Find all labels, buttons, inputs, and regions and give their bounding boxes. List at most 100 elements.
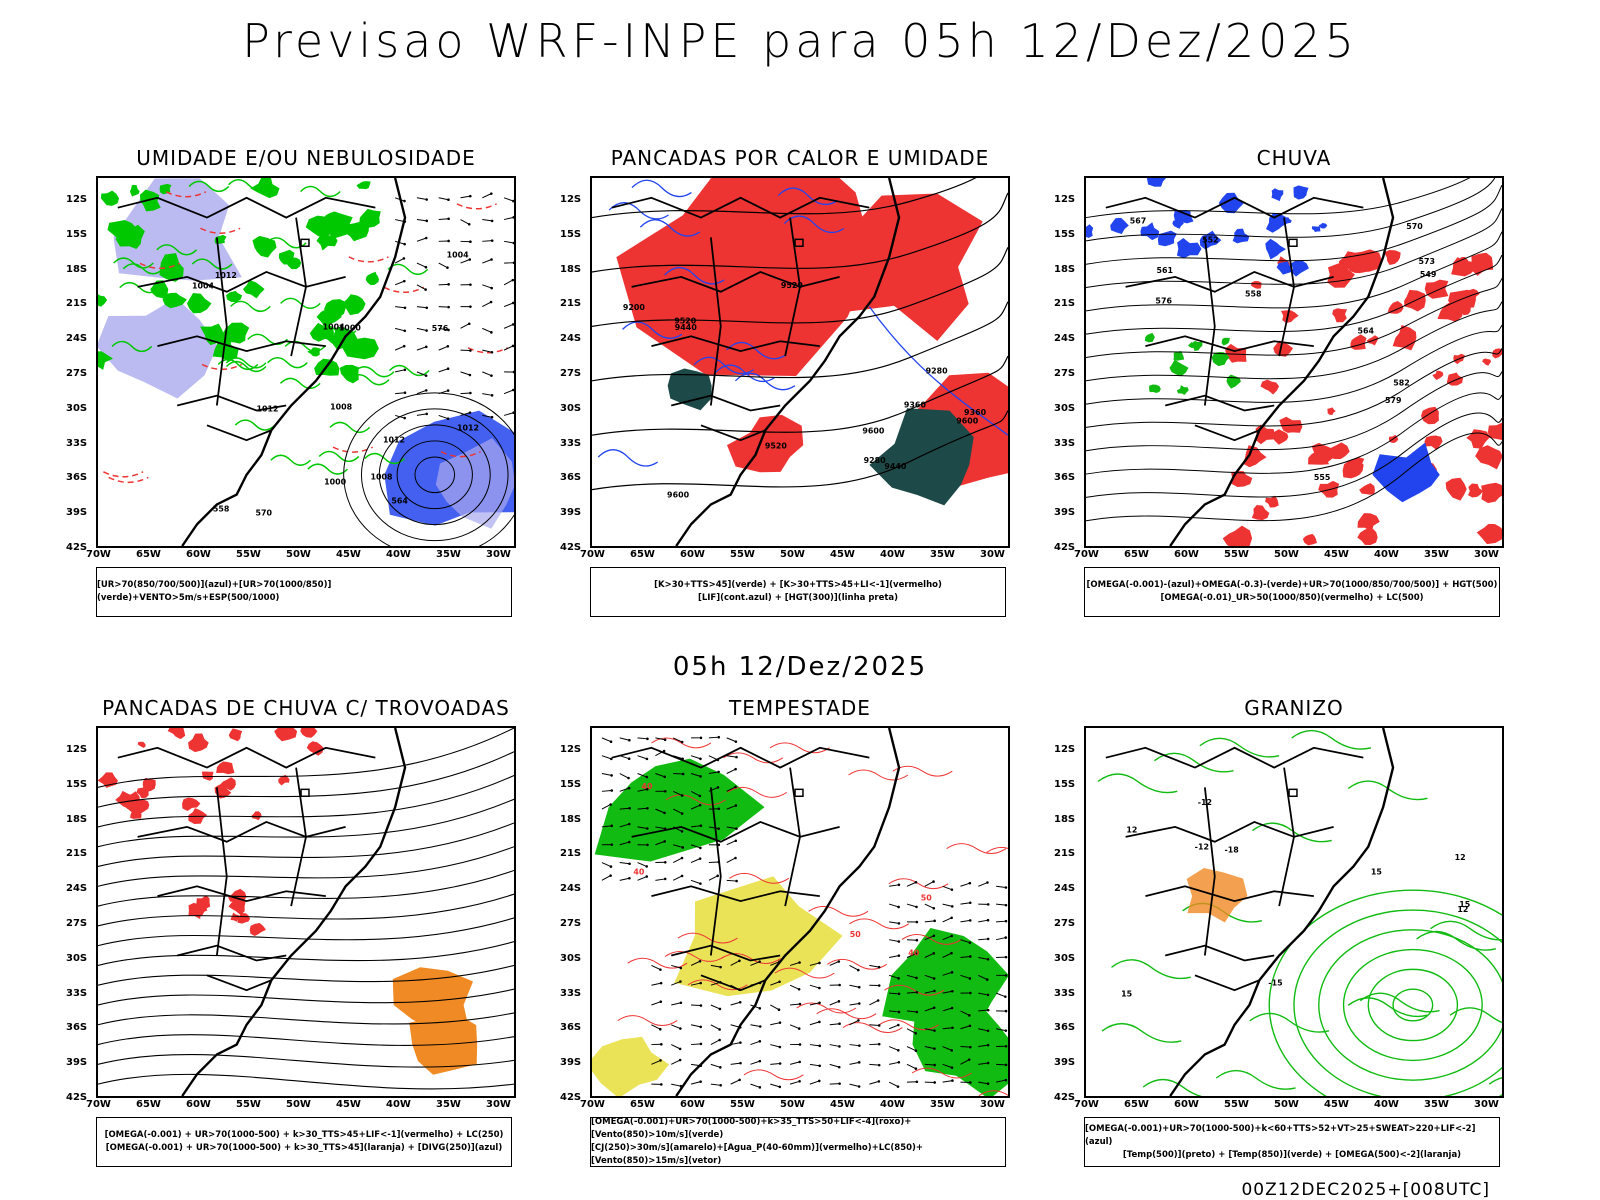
wind-vector [770, 981, 780, 986]
water-contour [888, 878, 949, 890]
humidity-area-green [107, 220, 139, 240]
map-svg: 582 576 570 567 564 561 558 555 552 549 573 579 [1086, 178, 1502, 546]
temperature-850-contour [1097, 773, 1178, 794]
temperature-850-contour [1367, 968, 1459, 1042]
wind-vector-head [838, 983, 841, 987]
wind-vector-head [490, 192, 493, 195]
rain-blue [1290, 260, 1309, 277]
wind-vector [750, 1040, 760, 1046]
green-contour [387, 263, 429, 276]
green-contour [247, 333, 288, 346]
wind-vector [637, 807, 648, 810]
latitude-label: 24S [66, 883, 88, 895]
map-svg [98, 728, 514, 1096]
contour-label: 9440 [884, 462, 907, 471]
humidity-area-green [305, 215, 338, 238]
temperature-850-contour [1293, 909, 1502, 1096]
wind-vector [651, 1024, 661, 1030]
wind-vector-head [718, 1028, 721, 1031]
green-contour [279, 377, 321, 390]
longitude-label: 35W [1424, 549, 1449, 560]
latitude-label: 27S [560, 918, 582, 929]
wind-vector-head [609, 757, 613, 761]
rain-red [1383, 250, 1401, 266]
contour-label: 1000 [324, 478, 347, 487]
green-contour [318, 450, 360, 463]
contour-label: 12 [1455, 853, 1466, 862]
rain-red [1327, 261, 1355, 288]
green-contour [234, 419, 276, 431]
latitude-label: 36S [1054, 472, 1076, 484]
wind-vector [889, 1061, 899, 1065]
wind-vector-head [663, 811, 666, 815]
isobar [396, 440, 473, 510]
wind-vector [809, 984, 820, 989]
wind-vector-head [734, 839, 738, 843]
wind-vector [726, 826, 737, 830]
humidity-area-green [278, 249, 296, 265]
wind-vector-head [425, 329, 428, 332]
rain-blue [1372, 442, 1440, 503]
contour-label: 558 [1245, 290, 1262, 299]
wind-vector [869, 1063, 880, 1066]
wind-vector-head [969, 1081, 972, 1084]
wind-vector-head [968, 1024, 972, 1028]
capital-marker [794, 788, 804, 797]
green-contour [122, 263, 164, 275]
wind-vector-head [719, 1066, 722, 1069]
longitude-label: 30W [486, 1099, 511, 1110]
wind-vector [690, 844, 701, 849]
humidity-area-green [159, 183, 172, 195]
contour-label: 12 [1457, 905, 1468, 914]
wind-vector [888, 1024, 899, 1030]
lifted-index-contour [693, 356, 754, 375]
wind-vector-head [699, 1080, 702, 1083]
state-border [177, 394, 287, 412]
wind-vector-head [968, 919, 972, 922]
wind-vector [750, 1060, 761, 1065]
wind-vector-head [986, 918, 990, 922]
streamline [98, 1034, 514, 1046]
latitude-label: 27S [1054, 368, 1076, 379]
wind-vector-head [1004, 1029, 1008, 1032]
wind-vector-head [447, 198, 450, 202]
state-border [1125, 271, 1334, 293]
thickness-contour [108, 476, 149, 484]
wind-vector [978, 1009, 989, 1012]
wind-vector [708, 771, 719, 774]
wind-vector [849, 984, 860, 988]
contour-label: 1004 [323, 323, 346, 332]
contour-label: 9440 [675, 323, 698, 332]
wind-vector [829, 1023, 840, 1026]
rain-red [1471, 252, 1494, 276]
contour-label: 1012 [457, 424, 479, 433]
latitude-label: 39S [560, 1057, 582, 1069]
wind-vector-head [857, 1061, 861, 1064]
wind-vector-head [950, 888, 954, 891]
wind-vector-head [403, 416, 406, 420]
rain-red [1432, 370, 1444, 381]
map-panel: 12 15 15 -12 -15 -18 12 15 12 -12 [1084, 726, 1504, 1098]
longitude-label: 45W [830, 1099, 855, 1110]
geopotential-contour [1086, 208, 1502, 289]
wind-vector [809, 962, 820, 966]
humidity-area-green [139, 189, 161, 212]
wind-vector [482, 193, 492, 199]
wind-vector-head [933, 1063, 936, 1067]
latitude-label: 21S [1054, 298, 1076, 310]
wind-vector-head [446, 266, 449, 269]
rain-red [1251, 280, 1262, 289]
humidity-area-green [98, 294, 108, 307]
rain-red [1424, 279, 1449, 299]
wind-vector-head [798, 1002, 802, 1006]
rain-red [1281, 310, 1299, 324]
wind-vector-head [797, 987, 801, 991]
wind-vector [416, 262, 427, 268]
wind-vector-head [469, 283, 472, 286]
thickness-contour [165, 191, 207, 198]
wind-vector [672, 875, 683, 881]
wind-vector-head [877, 1042, 881, 1046]
wind-vector [460, 371, 471, 376]
wind-vector [655, 840, 665, 846]
page-title: Previsao WRF-INPE para 05h 12/Dez/2025 [242, 14, 1358, 68]
